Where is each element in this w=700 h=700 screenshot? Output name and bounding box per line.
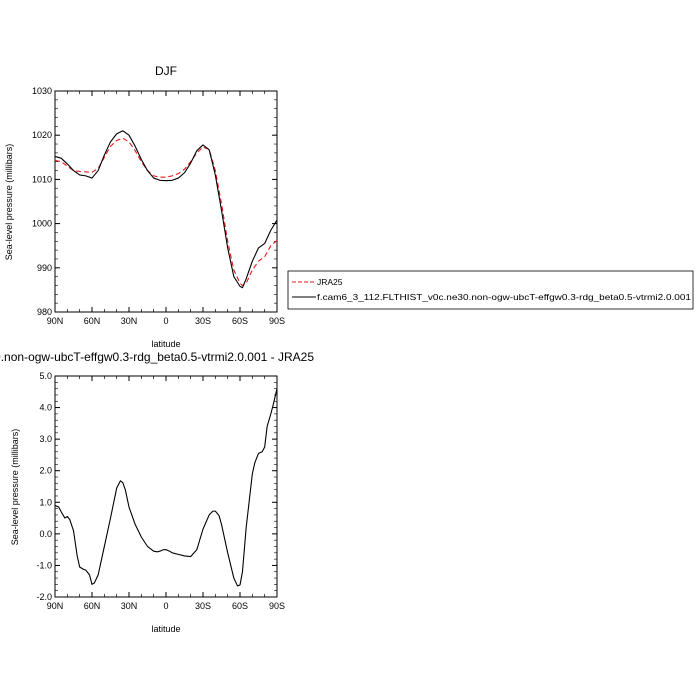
y-tick-label: 0.0	[39, 529, 52, 539]
y-axis-label: Sea-level pressure (millibars)	[10, 429, 20, 546]
y-axis-label: Sea-level pressure (millibars)	[4, 144, 14, 261]
y-tick-label: -2.0	[36, 592, 52, 602]
y-tick-label: 2.0	[39, 466, 52, 476]
x-tick-label: 30N	[121, 601, 138, 611]
panel-bottom-difference: f.cam6_3_112.FLTHIST_v0c.ne30.non-ogw-ub…	[0, 350, 314, 634]
panel-top-djf: DJF 90N 60N 30N 0 30S 60S 90S 980 990 1000 1010 102…	[4, 64, 285, 349]
y-tick-label: 1000	[32, 219, 52, 229]
chart-title: DJF	[155, 64, 177, 78]
x-tick-label: 60N	[84, 601, 101, 611]
x-tick-label: 30S	[195, 601, 211, 611]
legend-label-jra25: JRA25	[317, 277, 343, 287]
x-tick-label: 90S	[269, 316, 285, 326]
x-tick-label: 60N	[84, 316, 101, 326]
x-tick-label: 90N	[47, 601, 64, 611]
plot-frame	[54, 90, 278, 313]
plot-area-top: 90N 60N 30N 0 30S 60S 90S 980 990 1000 1010 1020 103…	[32, 86, 285, 326]
y-tick-label: 1020	[32, 130, 52, 140]
legend-box	[287, 270, 694, 310]
y-tick-label: 5.0	[39, 371, 52, 381]
x-axis-label: latitude	[151, 624, 180, 634]
series-line-1	[54, 130, 278, 289]
y-tick-label: 4.0	[39, 403, 52, 413]
x-tick-label: 60S	[232, 601, 248, 611]
y-tick-label: 1010	[32, 174, 52, 184]
x-tick-label: 0	[163, 601, 168, 611]
x-tick-label: 0	[163, 316, 168, 326]
x-tick-label: 30N	[121, 316, 138, 326]
plot-frame	[54, 375, 278, 598]
legend-label-model: f.cam6_3_112.FLTHIST_v0c.ne30.non-ogw-ub…	[317, 292, 691, 302]
y-tick-label: 1.0	[39, 497, 52, 507]
difference-chart-title: f.cam6_3_112.FLTHIST_v0c.ne30.non-ogw-ub…	[0, 350, 314, 364]
series-line-0	[54, 388, 278, 587]
y-tick-label: 980	[37, 307, 52, 317]
y-tick-label: -1.0	[36, 560, 52, 570]
x-tick-label: 90S	[269, 601, 285, 611]
x-axis-label: latitude	[151, 339, 180, 349]
legend: JRA25 f.cam6_3_112.FLTHIST_v0c.ne30.non-…	[287, 270, 694, 310]
y-tick-label: 3.0	[39, 434, 52, 444]
x-tick-label: 30S	[195, 316, 211, 326]
y-tick-label: 1030	[32, 86, 52, 96]
y-tick-label: 990	[37, 263, 52, 273]
x-tick-label: 60S	[232, 316, 248, 326]
x-tick-label: 90N	[47, 316, 64, 326]
series-line-0	[54, 137, 278, 287]
plot-area-bottom: 90N 60N 30N 0 30S 60S 90S -2.0 -1.0 0.0 1.0 2.0 3.0 4…	[36, 371, 285, 611]
